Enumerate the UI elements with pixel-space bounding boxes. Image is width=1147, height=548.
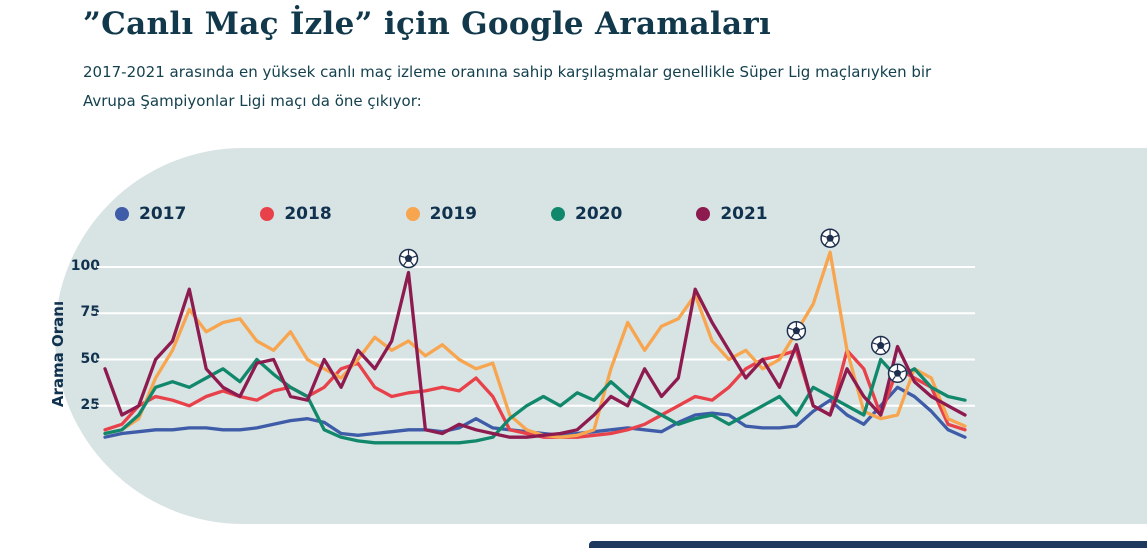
chart-legend: 2017 2018 2019 2020 2021: [115, 204, 768, 224]
page-subtitle: 2017-2021 arasında en yüksek canlı maç i…: [83, 58, 931, 116]
legend-label: 2021: [720, 204, 768, 224]
soccer-ball-icon: [870, 335, 891, 356]
legend-item-2021: 2021: [696, 204, 768, 224]
series-line-2021: [103, 270, 967, 439]
legend-dot-icon: [405, 207, 420, 221]
next-section-edge: [589, 541, 1147, 548]
legend-dot-icon: [260, 207, 275, 221]
legend-item-2020: 2020: [550, 204, 623, 224]
soccer-ball-icon: [398, 248, 419, 269]
soccer-ball-icon: [887, 363, 908, 383]
series-line-2020: [103, 357, 967, 445]
legend-dot-icon: [115, 207, 129, 221]
soccer-ball-icon: [820, 228, 840, 248]
legend-item-2018: 2018: [260, 204, 332, 224]
legend-label: 2020: [574, 204, 623, 224]
soccer-ball-icon: [786, 320, 807, 341]
page-title: ”Canlı Maç İzle” için Google Aramaları: [83, 6, 772, 42]
legend-item-2017: 2017: [115, 204, 186, 224]
subtitle-line-1: 2017-2021 arasında en yüksek canlı maç i…: [83, 63, 932, 81]
line-chart: [97, 228, 975, 445]
series-line-2019: [103, 250, 967, 439]
subtitle-line-2: Avrupa Şampiyonlar Ligi maçı da öne çıkı…: [83, 92, 422, 110]
legend-item-2019: 2019: [405, 204, 477, 224]
legend-dot-icon: [550, 207, 565, 221]
legend-label: 2018: [284, 204, 332, 224]
y-axis-title: Arama Oranı: [49, 300, 67, 408]
legend-label: 2017: [139, 204, 187, 224]
legend-label: 2019: [429, 204, 477, 224]
legend-dot-icon: [696, 207, 711, 221]
chart-panel: 2017 2018 2019 2020 2021: [55, 148, 1147, 524]
